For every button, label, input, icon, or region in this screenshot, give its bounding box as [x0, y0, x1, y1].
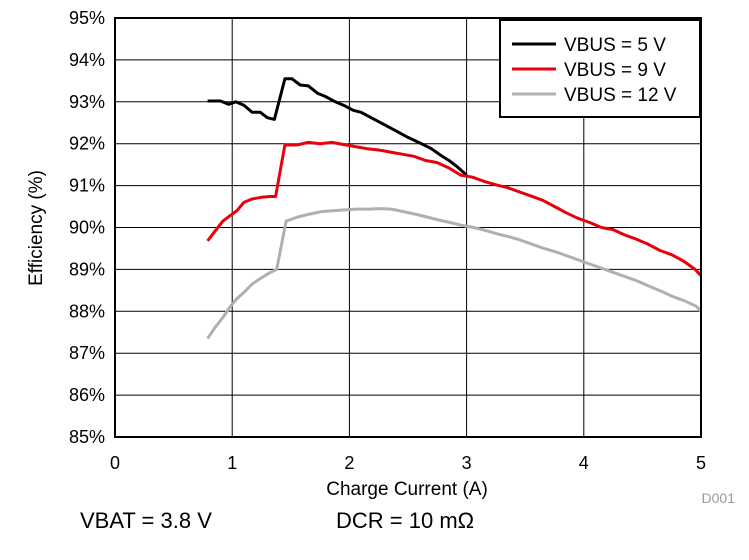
- x-tick-label: 5: [696, 453, 706, 473]
- figure-id: D001: [702, 490, 736, 506]
- series-line-vbus-12-v: [206, 207, 703, 340]
- y-axis-label: Efficiency (%): [26, 170, 47, 286]
- y-tick-label: 86%: [69, 385, 105, 405]
- y-tick-label: 88%: [69, 301, 105, 321]
- x-tick-label: 0: [110, 453, 120, 473]
- x-tick-labels: 0 1 2 3 4 5: [110, 453, 706, 473]
- x-tick-label: 3: [462, 453, 472, 473]
- series-lines: [206, 77, 703, 340]
- x-tick-label: 2: [344, 453, 354, 473]
- legend-entry: VBUS = 5 V: [564, 35, 666, 56]
- y-tick-label: 90%: [69, 218, 105, 238]
- vbat-condition: VBAT = 3.8 V: [80, 508, 212, 533]
- y-tick-label: 91%: [69, 176, 105, 196]
- y-tick-labels: 85% 86% 87% 88% 89% 90% 91% 92% 93% 94% 95%: [69, 8, 105, 447]
- y-tick-label: 85%: [69, 427, 105, 447]
- y-tick-label: 94%: [69, 50, 105, 70]
- dcr-condition: DCR = 10 mΩ: [336, 508, 475, 533]
- x-tick-label: 1: [227, 453, 237, 473]
- x-tick-label: 4: [579, 453, 589, 473]
- y-tick-label: 95%: [69, 8, 105, 28]
- series-line-vbus-5-v: [207, 77, 468, 177]
- legend: VBUS = 5 V VBUS = 9 V VBUS = 12 V: [499, 19, 701, 118]
- legend-entry: VBUS = 12 V: [564, 85, 677, 106]
- x-axis-label: Charge Current (A): [326, 479, 488, 500]
- y-tick-label: 92%: [69, 134, 105, 154]
- plot-frame: [114, 17, 702, 438]
- y-tick-label: 93%: [69, 92, 105, 112]
- series-line-vbus-9-v: [206, 140, 703, 277]
- y-tick-label: 89%: [69, 259, 105, 279]
- y-tick-label: 87%: [69, 343, 105, 363]
- legend-entry: VBUS = 9 V: [564, 60, 666, 81]
